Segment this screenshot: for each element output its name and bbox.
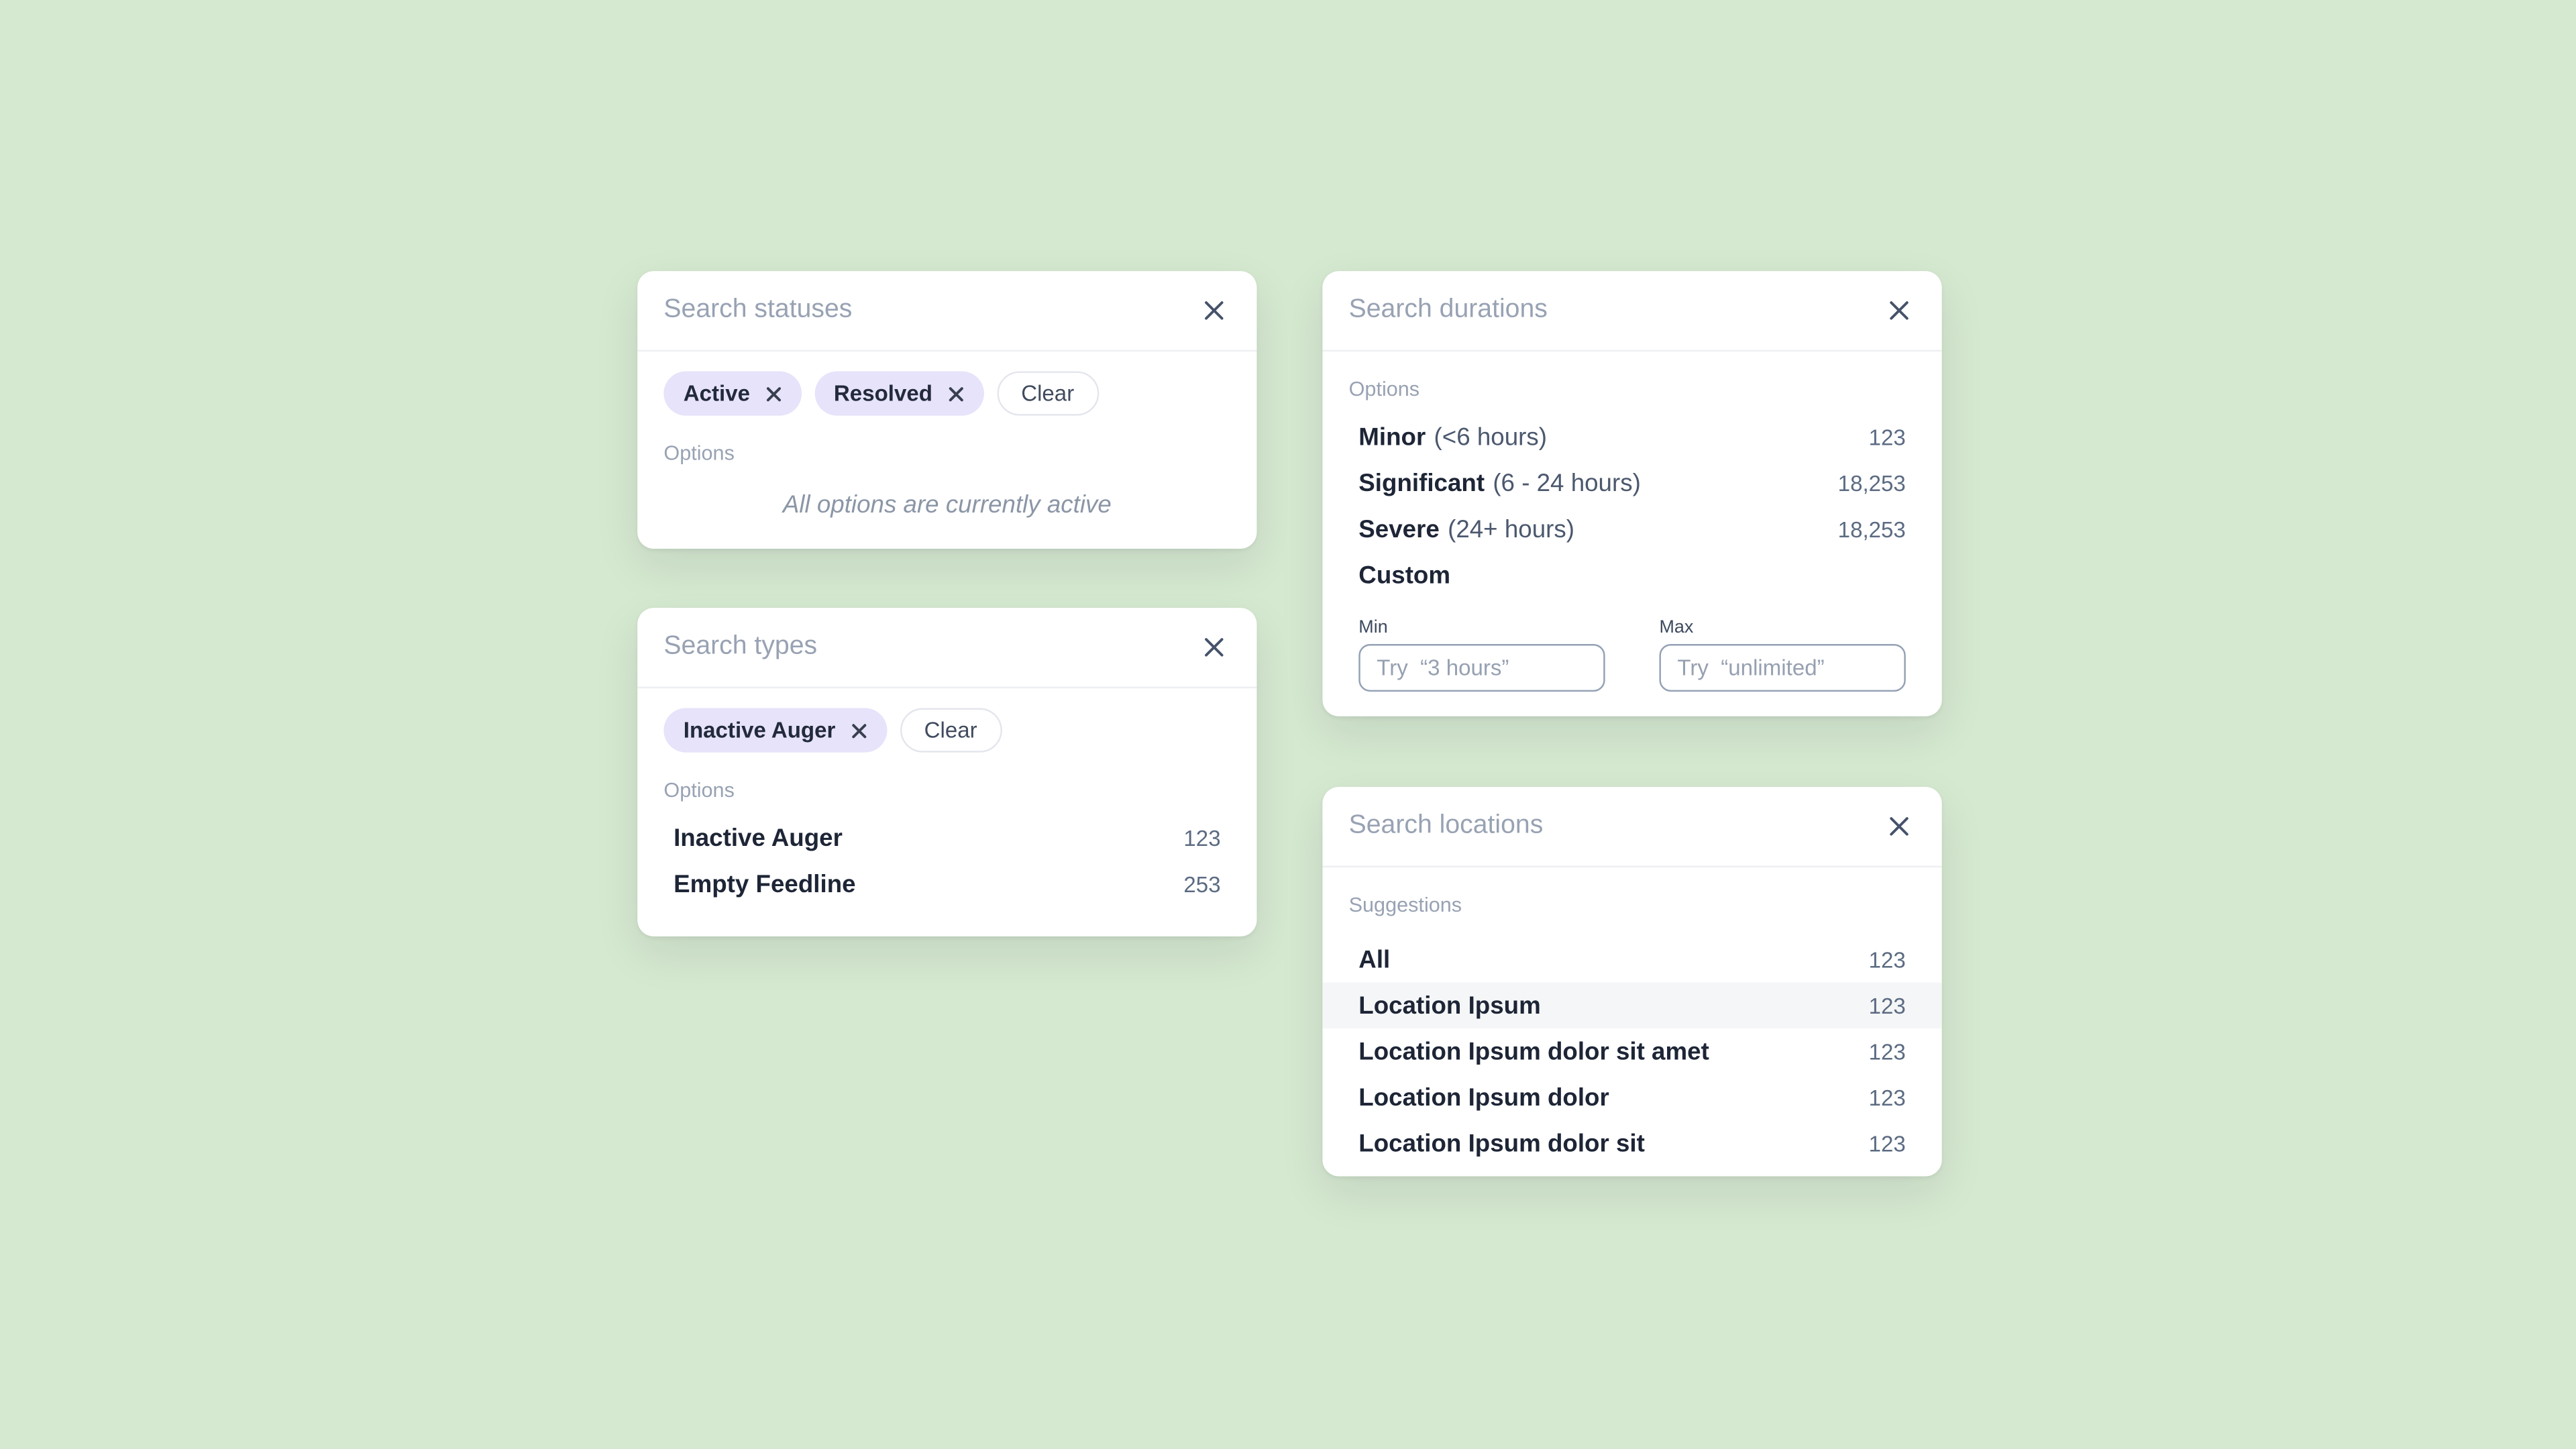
- filter-chip[interactable]: Inactive Auger: [663, 708, 887, 753]
- option-count: 18,253: [1837, 517, 1906, 541]
- filter-chip[interactable]: Resolved: [814, 371, 983, 416]
- min-label: Min: [1358, 617, 1388, 638]
- min-duration-input[interactable]: [1358, 644, 1605, 692]
- suggestion-count: 123: [1868, 947, 1906, 972]
- option-detail: (<6 hours): [1434, 423, 1548, 451]
- options-list: Minor (<6 hours) 123 Significant (6 - 24 h…: [1322, 414, 1941, 598]
- panel-header: [1322, 271, 1942, 352]
- option-detail: (24+ hours): [1448, 515, 1574, 543]
- suggestions-label: Suggestions: [1348, 894, 1462, 917]
- option-label: Minor: [1358, 423, 1426, 451]
- close-icon: [1886, 297, 1912, 323]
- option-row[interactable]: Empty Feedline 253: [637, 861, 1256, 907]
- close-button[interactable]: [1883, 810, 1916, 843]
- chip-remove-icon[interactable]: [947, 385, 963, 401]
- chip-label: Resolved: [833, 381, 932, 406]
- close-icon: [1201, 634, 1227, 660]
- option-row[interactable]: Significant (6 - 24 hours) 18,253: [1322, 460, 1941, 506]
- suggestion-label: Location Ipsum dolor sit amet: [1358, 1037, 1709, 1066]
- option-count: 123: [1183, 825, 1221, 851]
- suggestions-list: All 123 Location Ipsum 123 Location Ipsu…: [1322, 936, 1942, 1167]
- suggestion-count: 123: [1868, 1131, 1906, 1156]
- panel-header: [637, 608, 1257, 689]
- option-label: Significant: [1358, 469, 1485, 497]
- chip-label: Active: [683, 381, 751, 406]
- panel-header: [637, 271, 1257, 352]
- option-label: Severe: [1358, 515, 1440, 543]
- suggestion-row[interactable]: All 123: [1322, 936, 1941, 983]
- option-row[interactable]: Minor (<6 hours) 123: [1322, 414, 1941, 460]
- options-label: Options: [663, 441, 735, 466]
- close-button[interactable]: [1197, 631, 1230, 663]
- suggestion-label: Location Ipsum dolor: [1358, 1083, 1609, 1112]
- suggestion-row[interactable]: Location Ipsum dolor 123: [1322, 1075, 1941, 1121]
- search-types-panel: Inactive Auger Clear Options Inactive Au…: [637, 608, 1257, 936]
- close-button[interactable]: [1883, 294, 1916, 327]
- chip-remove-icon[interactable]: [765, 385, 781, 401]
- close-icon: [1886, 813, 1912, 839]
- custom-range-fields: Min Max: [1358, 618, 1906, 692]
- option-row[interactable]: Severe (24+ hours) 18,253: [1322, 506, 1941, 552]
- suggestion-count: 123: [1868, 993, 1906, 1018]
- selected-filters-row: Inactive Auger Clear: [663, 708, 1230, 753]
- search-durations-panel: Options Minor (<6 hours) 123 Significant (…: [1322, 271, 1942, 716]
- options-list: Inactive Auger 123 Empty Feedline 253: [637, 815, 1256, 907]
- option-count: 18,253: [1837, 470, 1906, 496]
- chip-label: Inactive Auger: [683, 718, 836, 743]
- clear-button[interactable]: Clear: [899, 708, 1002, 753]
- suggestion-row[interactable]: Location Ipsum dolor sit 123: [1322, 1120, 1941, 1167]
- close-button[interactable]: [1197, 294, 1230, 327]
- search-locations-panel: Suggestions All 123 Location Ipsum 123 L…: [1322, 787, 1942, 1177]
- empty-state-message: All options are currently active: [782, 491, 1112, 519]
- option-count: 253: [1183, 871, 1221, 896]
- options-label: Options: [1348, 378, 1420, 401]
- clear-button[interactable]: Clear: [996, 371, 1099, 416]
- option-row[interactable]: Inactive Auger 123: [637, 815, 1256, 861]
- max-duration-input[interactable]: [1659, 644, 1906, 692]
- close-icon: [1201, 297, 1227, 323]
- filter-chip[interactable]: Active: [663, 371, 801, 416]
- panel-header: [1322, 787, 1942, 868]
- search-statuses-input[interactable]: [663, 295, 1198, 325]
- suggestion-row[interactable]: Location Ipsum 123: [1322, 982, 1942, 1029]
- max-label: Max: [1659, 617, 1694, 638]
- option-row[interactable]: Custom: [1322, 552, 1941, 598]
- suggestion-label: Location Ipsum dolor sit: [1358, 1129, 1645, 1158]
- search-types-input[interactable]: [663, 632, 1198, 662]
- options-label: Options: [663, 778, 735, 802]
- suggestion-row[interactable]: Location Ipsum dolor sit amet 123: [1322, 1028, 1941, 1075]
- suggestion-label: All: [1358, 945, 1391, 974]
- search-durations-input[interactable]: [1348, 295, 1883, 325]
- selected-filters-row: Active Resolved Clear: [663, 371, 1230, 416]
- search-locations-input[interactable]: [1348, 811, 1883, 841]
- suggestion-label: Location Ipsum: [1358, 991, 1541, 1020]
- suggestion-count: 123: [1868, 1038, 1906, 1064]
- option-count: 123: [1868, 425, 1906, 449]
- option-label: Inactive Auger: [674, 824, 843, 852]
- option-label: Empty Feedline: [674, 869, 856, 898]
- option-detail: (6 - 24 hours): [1493, 469, 1641, 497]
- search-statuses-panel: Active Resolved Clear Options All option…: [637, 271, 1257, 549]
- chip-remove-icon[interactable]: [850, 722, 866, 738]
- suggestion-count: 123: [1868, 1085, 1906, 1110]
- option-label: Custom: [1358, 561, 1451, 589]
